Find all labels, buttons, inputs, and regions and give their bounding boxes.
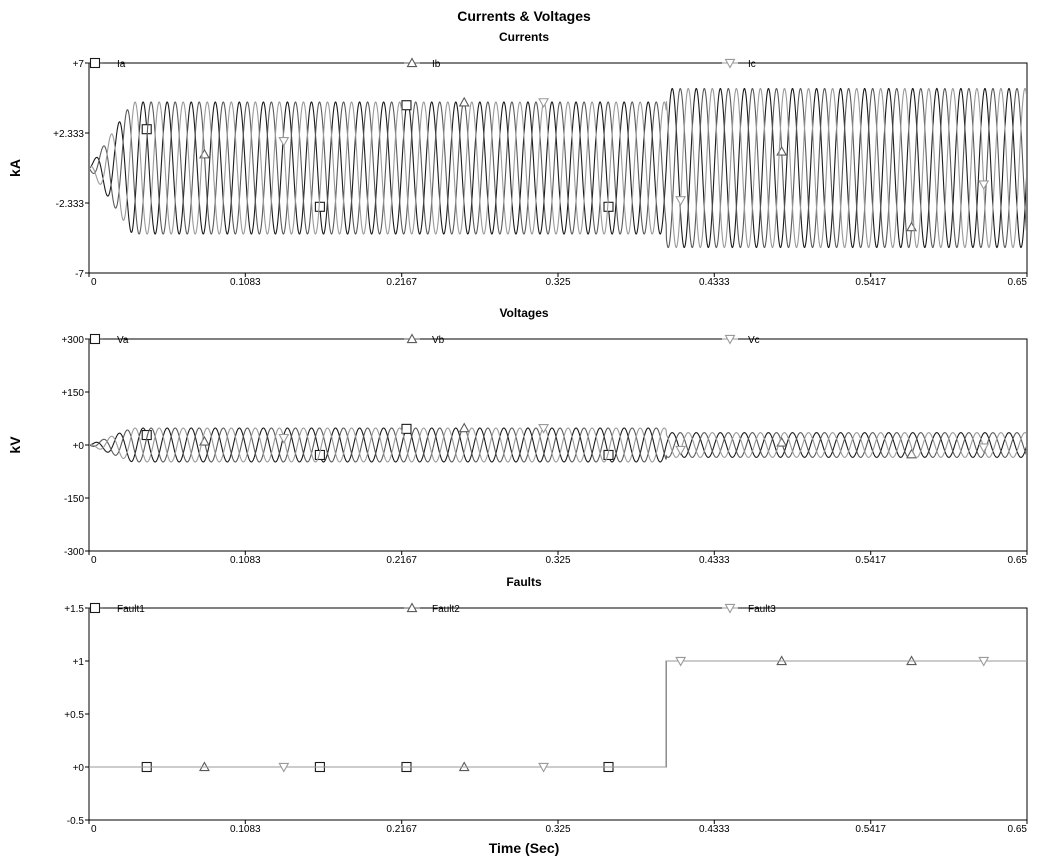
series-vc-line — [90, 427, 1026, 463]
currents-y-tick-label: -2.333 — [56, 199, 85, 210]
legend-ia-marker — [89, 57, 101, 69]
series-vc-marker — [538, 423, 550, 434]
voltages-y-axis-label: kV — [7, 436, 23, 454]
voltages-x-tick-label: 0.65 — [1008, 555, 1028, 566]
faults-x-tick-label: 0.325 — [545, 824, 570, 835]
series-ic-marker — [675, 196, 687, 206]
legend-fault3-label: Fault3 — [748, 604, 776, 615]
series-ic-line — [90, 87, 1026, 249]
voltages-y-tick-label: +150 — [61, 388, 84, 399]
series-ib-line — [90, 87, 1026, 249]
faults-x-tick-label: 0.4333 — [699, 824, 730, 835]
currents-x-tick-label: 0 — [91, 277, 97, 288]
voltages-y-tick-label: +300 — [61, 335, 84, 346]
currents-x-tick-label: 0.65 — [1008, 277, 1028, 288]
legend-ib-marker — [406, 57, 418, 68]
series-fault3-marker — [978, 656, 990, 667]
legend-vb-marker — [406, 333, 418, 344]
faults-x-tick-label: 0.65 — [1008, 824, 1028, 835]
series-ia-marker — [314, 201, 325, 212]
voltages-x-tick-label: 0 — [91, 555, 97, 566]
series-vb-marker — [458, 422, 470, 433]
faults-y-tick-label: +0.5 — [64, 710, 84, 721]
faults-y-tick-label: +1 — [73, 657, 85, 668]
series-fault3-line — [89, 660, 1027, 768]
series-ia-marker — [603, 201, 614, 212]
plots-group: Currents kA +7 +2.333 -2.333 -7 0 0.1083 0.2167 0… — [7, 30, 1028, 835]
x-axis-label: Time (Sec) — [489, 840, 560, 856]
currents-x-tick-label: 0.4333 — [699, 277, 730, 288]
series-ic-marker — [538, 98, 550, 108]
legend-vc-label: Vc — [748, 335, 760, 346]
voltages-y-tick-label: -300 — [64, 547, 84, 558]
legend-vc-marker — [724, 334, 736, 345]
legend-fault1-label: Fault1 — [117, 604, 145, 615]
currents-x-tick-label: 0.5417 — [855, 277, 886, 288]
faults-plot: Faults +1.5 +1 +0.5 +0 -0.5 0 0.1083 0.2167 0.325… — [64, 575, 1028, 835]
legend-fault3-marker — [724, 603, 736, 614]
faults-x-tick-label: 0.1083 — [230, 824, 261, 835]
voltages-x-tick-label: 0.2167 — [386, 555, 417, 566]
voltages-x-tick-label: 0.325 — [545, 555, 570, 566]
legend-fault1-marker — [89, 602, 101, 614]
currents-y-tick-label: -7 — [75, 269, 84, 280]
series-vb-line — [90, 427, 1026, 463]
voltages-title: Voltages — [499, 306, 548, 320]
series-ic-marker — [978, 180, 990, 191]
legend-va-label: Va — [117, 335, 129, 346]
legend-fault2-marker — [406, 602, 418, 613]
series-fault3-marker — [278, 762, 290, 773]
voltages-y-tick-label: -150 — [64, 494, 84, 505]
currents-x-tick-label: 0.2167 — [386, 277, 417, 288]
series-ib-marker — [458, 96, 470, 107]
series-fault3-marker — [675, 656, 687, 667]
faults-y-tick-label: +0 — [73, 763, 85, 774]
faults-x-tick-label: 0 — [91, 824, 97, 835]
legend-ia-label: Ia — [117, 59, 126, 70]
series-ia-marker — [401, 100, 412, 111]
voltages-y-tick-label: +0 — [73, 441, 85, 452]
currents-plot: Currents kA +7 +2.333 -2.333 -7 0 0.1083 0.2167 0… — [7, 30, 1028, 288]
currents-y-tick-label: +2.333 — [53, 129, 84, 140]
legend-ib-label: Ib — [432, 59, 441, 70]
legend-ic-label: Ic — [748, 59, 756, 70]
currents-x-tick-label: 0.1083 — [230, 277, 261, 288]
series-va-line — [90, 427, 1026, 463]
series-vc-marker — [278, 433, 290, 444]
faults-y-tick-label: +1.5 — [64, 604, 84, 615]
currents-y-tick-label: +7 — [73, 59, 85, 70]
voltages-x-tick-label: 0.5417 — [855, 555, 886, 566]
legend-fault2-label: Fault2 — [432, 604, 460, 615]
series-vc-marker — [675, 445, 687, 456]
faults-x-tick-label: 0.5417 — [855, 824, 886, 835]
voltages-plot: Voltages kV +300 +150 +0 -150 -300 0 0.1083 0.216… — [7, 306, 1028, 566]
faults-title: Faults — [506, 575, 542, 589]
series-ia-line — [90, 87, 1026, 249]
series-ia-marker — [141, 124, 152, 135]
faults-x-tick-label: 0.2167 — [386, 824, 417, 835]
series-fault3-marker — [538, 762, 550, 773]
currents-y-axis-label: kA — [7, 159, 23, 177]
currents-x-tick-label: 0.325 — [545, 277, 570, 288]
figure-title: Currents & Voltages — [457, 8, 591, 24]
currents-title: Currents — [499, 30, 549, 44]
series-va-marker — [401, 423, 412, 434]
legend-vb-label: Vb — [432, 335, 445, 346]
faults-y-tick-label: -0.5 — [67, 816, 85, 827]
series-vc-marker — [978, 443, 990, 454]
voltages-x-tick-label: 0.1083 — [230, 555, 261, 566]
legend-va-marker — [89, 333, 101, 345]
voltages-x-tick-label: 0.4333 — [699, 555, 730, 566]
series-ic-marker — [278, 137, 290, 147]
legend-ic-marker — [724, 58, 736, 69]
